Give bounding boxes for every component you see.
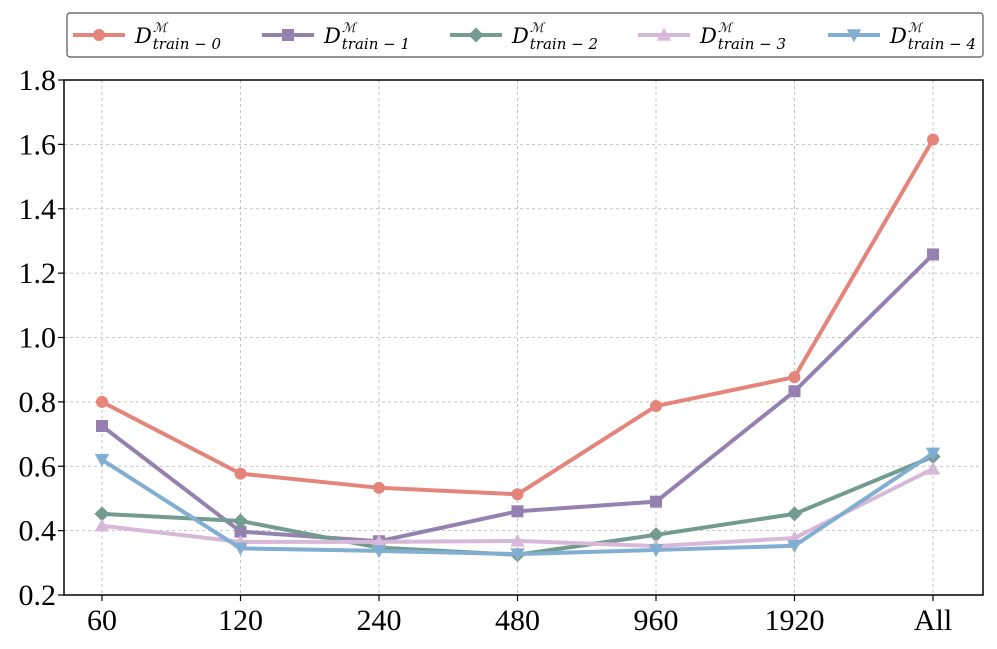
- data-point: [371, 534, 387, 548]
- legend-label-sup: ℳ: [153, 21, 169, 36]
- y-tick-label: 1.2: [19, 257, 57, 290]
- y-tick-label: 1.4: [19, 193, 57, 226]
- data-point: [927, 133, 939, 146]
- data-point: [94, 518, 110, 532]
- x-tick-label: All: [914, 604, 952, 637]
- legend-label-sup: ℳ: [908, 21, 924, 36]
- data-point: [233, 542, 248, 556]
- data-point: [510, 533, 525, 547]
- data-point: [788, 371, 801, 384]
- legend-label-sub: train − 4: [908, 35, 976, 53]
- data-point: [93, 29, 105, 41]
- data-point: [234, 467, 247, 480]
- y-tick-label: 0.6: [19, 450, 57, 483]
- legend-label-sub: train − 0: [153, 35, 222, 53]
- series-lines: [94, 133, 941, 563]
- data-point: [927, 248, 939, 261]
- data-point: [373, 481, 385, 494]
- series-1: [96, 248, 939, 548]
- legend-label: Dℳ train − 4: [889, 21, 976, 53]
- legend-label-sub: train − 2: [530, 35, 598, 53]
- data-point: [656, 27, 672, 41]
- legend-item-0: Dℳ train − 0: [73, 21, 221, 53]
- legend-label-sub: train − 3: [718, 35, 786, 53]
- data-point: [94, 506, 110, 522]
- legend-label-main: D: [323, 24, 341, 48]
- legend-item-4: Dℳ train − 4: [828, 21, 976, 53]
- x-tick-label: 240: [357, 604, 402, 637]
- data-point: [468, 27, 484, 43]
- legend-item-2: Dℳ train − 2: [450, 21, 598, 53]
- data-point: [846, 29, 862, 43]
- y-tick-label: 0.8: [19, 386, 57, 419]
- series-0: [96, 133, 939, 501]
- data-point: [234, 525, 247, 538]
- legend-label-sup: ℳ: [718, 21, 734, 36]
- legend-item-1: Dℳ train − 1: [262, 21, 410, 53]
- legend: Dℳ train − 0 Dℳ train − 1 Dℳ train − 2 Dℳ train…: [66, 12, 984, 58]
- y-tick-label: 1.8: [19, 64, 57, 97]
- axis-ticks: 0.2 0.4 0.6 0.8 1.0 1.2 1.4 1.6 1.8 60 120 240 480 96…: [19, 64, 953, 637]
- x-tick-label: 480: [495, 604, 540, 637]
- legend-label-sub: train − 1: [342, 35, 410, 53]
- data-point: [233, 513, 248, 529]
- data-point: [96, 395, 108, 408]
- data-point: [94, 454, 110, 468]
- legend-label: Dℳ train − 2: [511, 21, 598, 53]
- grid-lines: [64, 79, 983, 596]
- x-tick-label: 960: [634, 604, 679, 637]
- legend-label: Dℳ train − 3: [699, 21, 786, 53]
- legend-label-main: D: [134, 24, 152, 48]
- legend-label-main: D: [889, 24, 907, 48]
- x-tick-label: 60: [87, 604, 117, 637]
- legend-label-sup: ℳ: [342, 21, 358, 36]
- data-point: [925, 461, 941, 475]
- data-point: [787, 506, 802, 522]
- data-point: [282, 29, 294, 41]
- y-tick-label: 0.2: [19, 579, 57, 612]
- x-tick-label: 1920: [765, 604, 825, 637]
- series-4: [94, 447, 941, 562]
- y-tick-label: 0.4: [19, 515, 57, 548]
- data-point: [650, 400, 662, 413]
- data-point: [787, 539, 802, 553]
- data-point: [371, 545, 387, 559]
- data-point: [511, 488, 524, 501]
- data-point: [96, 420, 108, 433]
- legend-label: Dℳ train − 0: [134, 21, 221, 53]
- data-point: [511, 505, 524, 518]
- data-point: [648, 544, 664, 558]
- data-point: [788, 385, 801, 398]
- y-tick-label: 1.6: [19, 128, 57, 161]
- y-tick-label: 1.0: [19, 322, 57, 355]
- data-point: [648, 527, 664, 543]
- legend-label-sup: ℳ: [530, 21, 546, 36]
- x-tick-label: 120: [218, 604, 263, 637]
- legend-label-main: D: [511, 24, 529, 48]
- data-point: [510, 548, 525, 562]
- legend-label-main: D: [699, 24, 717, 48]
- data-point: [925, 447, 941, 461]
- legend-item-3: Dℳ train − 3: [638, 21, 786, 53]
- legend-label: Dℳ train − 1: [323, 21, 410, 53]
- legend-box: [66, 12, 984, 58]
- data-point: [650, 495, 662, 508]
